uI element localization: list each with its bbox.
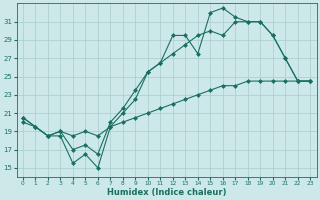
X-axis label: Humidex (Indice chaleur): Humidex (Indice chaleur) <box>107 188 226 197</box>
